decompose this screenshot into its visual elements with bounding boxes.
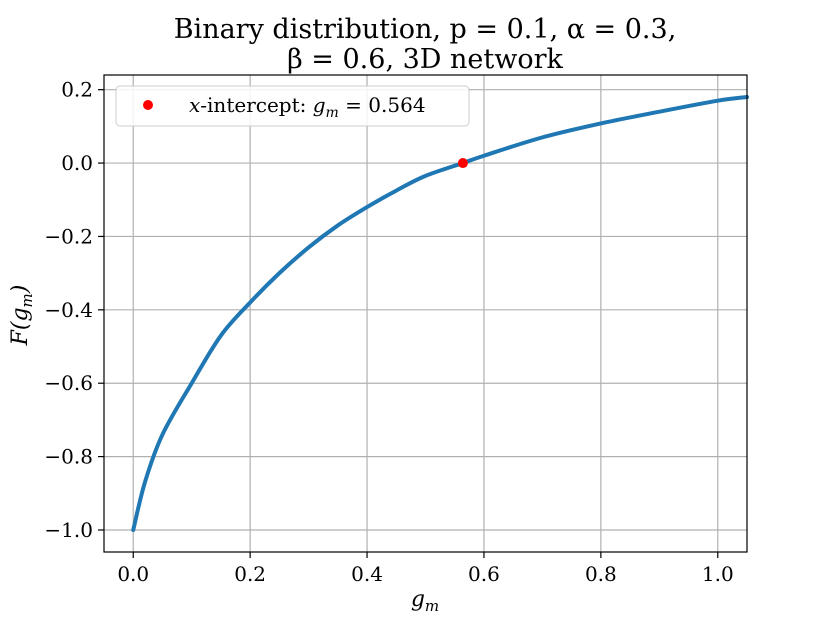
series-line [131,95,749,532]
grid-lines [104,75,747,552]
plot-frame [103,74,748,553]
x-axis-label: gm [411,587,439,615]
legend-marker [143,100,153,110]
y-tick-label: 0.0 [61,151,93,175]
x-tick-label: 0.2 [234,562,266,586]
x-tick-label: 0.4 [351,562,383,586]
x-tick-label: 0.8 [585,562,617,586]
points-layer [457,158,468,169]
y-axis-label: F(gm) [8,285,36,347]
chart-title-line-2: β = 0.6, 3D network [287,44,563,75]
chart-title-line-1: Binary distribution, p = 0.1, α = 0.3, [174,14,677,45]
x-tick-label: 0.0 [117,562,149,586]
x-intercept-point [457,158,468,169]
legend-label: x-intercept: gm = 0.564 [189,93,426,121]
x-tick-label: 1.0 [702,562,734,586]
y-tick-label: −0.4 [44,298,93,322]
series-layer [131,95,749,532]
y-tick-label: −0.8 [44,445,93,469]
y-tick-label: −0.2 [44,224,93,248]
x-axis-ticks: 0.0 0.2 0.4 0.6 0.8 1.0 [117,552,734,586]
y-tick-label: 0.2 [61,78,93,102]
legend-box [115,85,470,127]
y-tick-label: −0.6 [44,371,93,395]
legend: x-intercept: gm = 0.564 [115,85,470,127]
y-tick-label: −1.0 [44,518,93,542]
y-axis-ticks: 0.2 0.0 −0.2 −0.4 −0.6 −0.8 −1.0 [44,78,104,542]
x-tick-label: 0.6 [468,562,500,586]
